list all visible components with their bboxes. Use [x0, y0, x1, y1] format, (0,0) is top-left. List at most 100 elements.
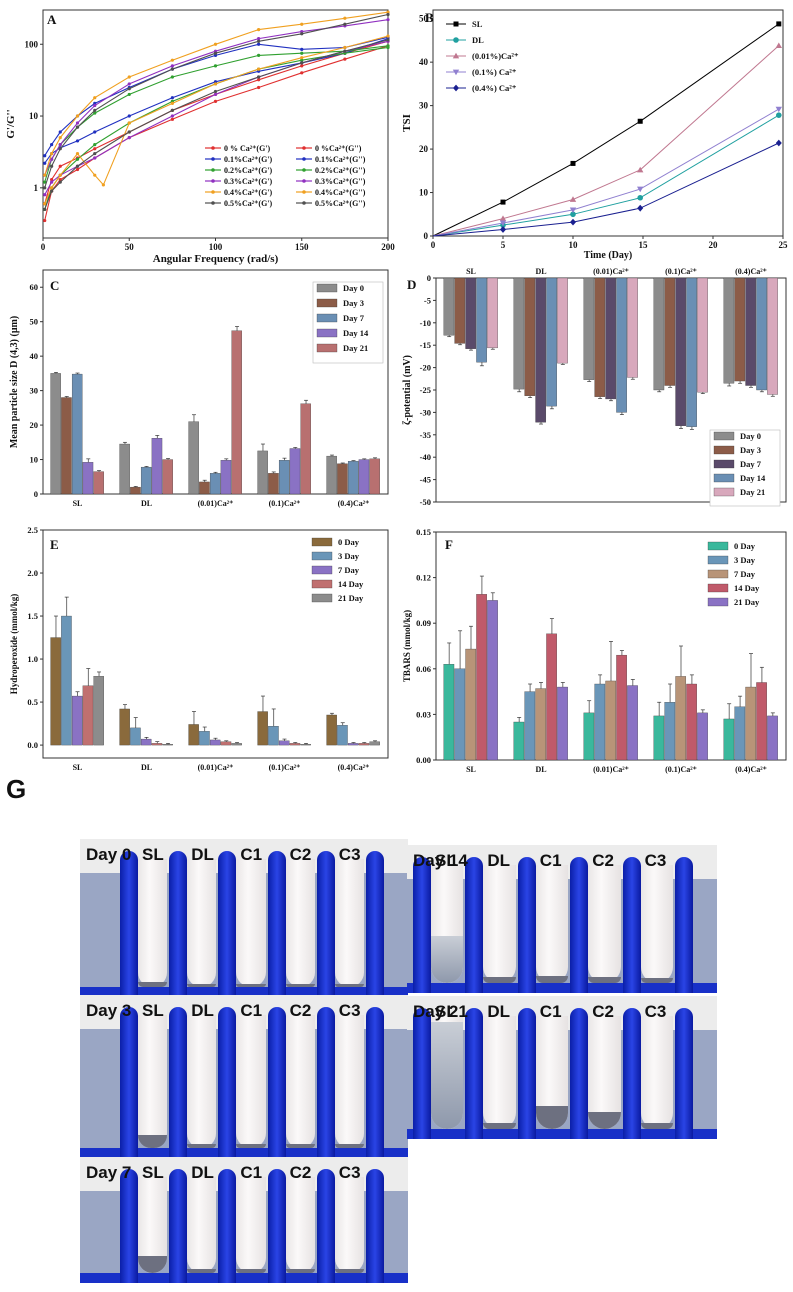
- panel-d-letter: D: [407, 277, 416, 292]
- panel-a-xtick-label: 0: [41, 242, 46, 252]
- panel-a-point: [386, 38, 390, 42]
- panel-a-legend-marker: [211, 168, 215, 172]
- panel-a-point: [257, 67, 261, 71]
- panel-a-letter: A: [47, 12, 57, 27]
- tube-label: C3: [644, 851, 667, 870]
- panel-a-legend-marker: [211, 201, 215, 205]
- panel-b-ytick-label: 10: [419, 188, 429, 198]
- photo-panel: SL DL C1 C2 C3 Day 3: [80, 995, 408, 1158]
- panel-a-point: [43, 186, 47, 190]
- tube-label: SL: [142, 1163, 164, 1182]
- tube-rack-post: [366, 851, 384, 997]
- serum-separation-layer: [588, 1112, 621, 1129]
- panel-b-xtick-label: 15: [639, 240, 649, 250]
- panel-e-ytick-label: 1.5: [27, 611, 38, 621]
- panel-b-point: [499, 220, 507, 227]
- panel-a-point: [58, 130, 62, 134]
- tube-rack-post: [120, 1007, 138, 1158]
- panel-e-legend-swatch: [311, 551, 333, 561]
- serum-separation-layer: [640, 978, 673, 983]
- panel-a-point: [93, 96, 97, 100]
- panel-a-point: [58, 164, 62, 168]
- panel-e-ytick-label: 1.0: [27, 654, 38, 664]
- panel-a-point: [43, 180, 47, 184]
- tube-label: C3: [338, 1163, 361, 1182]
- tube-rack-post: [366, 1169, 384, 1283]
- panel-a-xtick-label: 50: [125, 242, 135, 252]
- panel-c-ytick-label: 10: [30, 455, 39, 465]
- panel-f-category-label: (0.4)Ca²⁺: [735, 765, 767, 774]
- panel-f-legend-swatch: [707, 555, 729, 565]
- serum-separation-layer: [285, 1144, 315, 1148]
- tube-rack-post: [517, 1008, 536, 1139]
- panel-e-ylabel: Hydroperoxide (mmol/kg): [9, 594, 19, 694]
- panel-b-legend-label: (0.1%) Ca²⁺: [472, 67, 517, 77]
- panel-d-category-label: SL: [466, 267, 476, 276]
- panel-a-point: [170, 108, 174, 112]
- panel-f-letter: F: [445, 537, 453, 552]
- panel-a-point: [213, 42, 218, 46]
- tube-rack-post: [465, 1008, 484, 1139]
- panel-a-point: [257, 42, 261, 46]
- emulsion-tube: [334, 1177, 364, 1273]
- panel-a-point: [170, 101, 174, 105]
- panel-f-legend-label: 3 Day: [734, 555, 756, 565]
- tube-label: SL: [142, 1001, 164, 1020]
- panel-e: SL DL (0.01)Ca²⁺ (0.1)Ca²⁺ (0.4)Ca²⁺ 0.0 0.5 1.…: [9, 525, 389, 772]
- panel-b-xlabel: Time (Day): [584, 250, 632, 261]
- panel-e-ytick-label: 2.0: [27, 568, 38, 578]
- panel-b-xtick-label: 25: [779, 240, 789, 250]
- panel-a-legend-marker: [302, 157, 306, 161]
- panel-a-point: [43, 202, 47, 206]
- panel-b-point: [500, 226, 506, 233]
- panel-a-point: [300, 64, 304, 68]
- panel-e-ytick-label: 2.5: [27, 525, 38, 535]
- panel-a-legend-marker: [211, 146, 215, 150]
- panel-a-point: [43, 218, 47, 223]
- serum-separation-layer: [236, 984, 266, 987]
- tube-rack-post: [675, 857, 693, 993]
- panel-e-legend-swatch: [311, 579, 333, 589]
- tube-rack-post: [570, 857, 589, 993]
- panel-c-ytick-label: 0: [34, 489, 38, 499]
- panel-a-point: [343, 16, 347, 20]
- panel-e-category-label: SL: [73, 763, 83, 772]
- panel-a-point: [343, 57, 347, 61]
- tube-label: C1: [240, 845, 263, 864]
- panel-a-point: [170, 114, 174, 118]
- panel-a-point: [93, 108, 97, 112]
- panel-a-series-line: [44, 19, 389, 176]
- panel-a-point: [127, 136, 131, 140]
- panel-a-point: [43, 161, 47, 165]
- photo-panel: SL DL C1 C2 C3 Day 21: [407, 996, 717, 1139]
- photo-day-label: Day 7: [86, 1163, 132, 1182]
- panel-c-ytick-label: 50: [30, 317, 39, 327]
- panel-e-category-label: DL: [141, 763, 152, 772]
- tube-label: C3: [644, 1002, 667, 1021]
- panel-b-point: [637, 118, 643, 124]
- panel-a-point: [58, 180, 62, 184]
- panel-a-point: [213, 99, 218, 103]
- panel-a-legend-marker: [211, 179, 215, 183]
- panel-a-point: [170, 64, 174, 68]
- panel-c-category-label: DL: [141, 499, 152, 508]
- panel-a-point: [300, 22, 304, 26]
- panel-b-frame: [432, 9, 784, 237]
- panel-d-ytick-label: -45: [420, 475, 431, 485]
- panel-b-ytick-label: 30: [419, 101, 429, 111]
- panel-a-point: [257, 27, 261, 32]
- panel-d-ytick-label: -30: [420, 407, 431, 417]
- panel-a-legend-label: 0.5%Ca²⁺(G'): [224, 199, 273, 208]
- panel-a-point: [257, 85, 261, 90]
- panel-a-point: [343, 45, 347, 50]
- panel-f-legend-swatch: [707, 583, 729, 593]
- panel-a-point: [213, 92, 218, 97]
- panel-a-legend-label: 0 %Ca²⁺(G''): [315, 144, 362, 153]
- panel-a-point: [50, 186, 54, 190]
- panel-a-point: [386, 18, 390, 22]
- panel-a-point: [213, 82, 218, 86]
- tube-label: C1: [539, 1002, 562, 1021]
- panel-b-legend-label: (0.4%) Ca²⁺: [472, 83, 517, 93]
- emulsion-tube: [334, 859, 364, 987]
- panel-a-ylabel: G'/G'': [5, 109, 17, 138]
